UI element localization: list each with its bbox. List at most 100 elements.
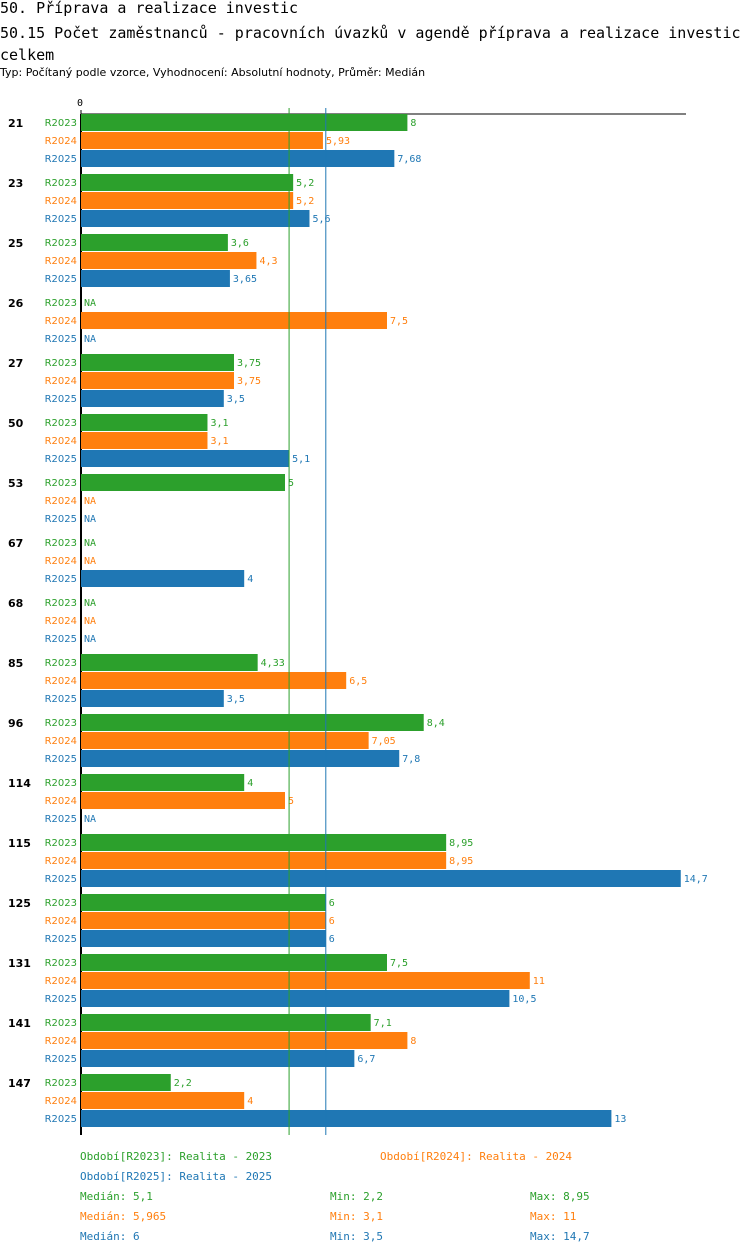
na-label-26-R2023: NA [84, 298, 96, 309]
value-label-115-R2024: 8,95 [449, 856, 473, 867]
value-label-27-R2024: 3,75 [237, 376, 261, 387]
category-label-26: 26 [8, 297, 24, 310]
stat-median-2024: Medián: 5,965 [80, 1210, 167, 1223]
category-label-115: 115 [8, 837, 31, 850]
bar-85-R2024 [81, 672, 347, 689]
value-label-50-R2025: 5,1 [292, 454, 310, 465]
value-label-50-R2023: 3,1 [210, 418, 228, 429]
series-label-115-R2023: R2023 [45, 838, 77, 849]
value-label-96-R2025: 7,8 [402, 754, 420, 765]
series-label-96-R2025: R2025 [45, 754, 77, 765]
bar-25-R2025 [81, 270, 230, 287]
bar-50-R2023 [81, 414, 208, 431]
na-label-114-R2025: NA [84, 814, 96, 825]
value-label-23-R2025: 5,6 [312, 214, 330, 225]
stat-min-2025: Min: 3,5 [330, 1230, 383, 1243]
chart-title: 50. Příprava a realizace investic [0, 0, 299, 17]
series-label-50-R2025: R2025 [45, 454, 77, 465]
na-label-67-R2023: NA [84, 538, 96, 549]
series-label-115-R2024: R2024 [45, 856, 77, 867]
stat-max-2023: Max: 8,95 [530, 1190, 590, 1203]
series-label-68-R2024: R2024 [45, 616, 77, 627]
value-label-27-R2025: 3,5 [227, 394, 245, 405]
series-label-27-R2024: R2024 [45, 376, 77, 387]
bar-96-R2024 [81, 732, 369, 749]
value-label-125-R2023: 6 [329, 898, 335, 909]
value-label-25-R2023: 3,6 [231, 238, 249, 249]
series-label-147-R2025: R2025 [45, 1114, 77, 1125]
series-label-85-R2025: R2025 [45, 694, 77, 705]
series-label-25-R2024: R2024 [45, 256, 77, 267]
bar-96-R2023 [81, 714, 424, 731]
bar-125-R2024 [81, 912, 326, 929]
chart-type-info: Typ: Počítaný podle vzorce, Vyhodnocení:… [0, 66, 426, 79]
value-label-27-R2023: 3,75 [237, 358, 261, 369]
value-label-147-R2025: 13 [614, 1114, 626, 1125]
value-label-25-R2025: 3,65 [233, 274, 257, 285]
value-label-115-R2025: 14,7 [684, 874, 708, 885]
series-label-53-R2023: R2023 [45, 478, 77, 489]
bar-27-R2023 [81, 354, 234, 371]
value-label-141-R2024: 8 [410, 1036, 416, 1047]
category-label-53: 53 [8, 477, 23, 490]
category-label-125: 125 [8, 897, 31, 910]
category-label-25: 25 [8, 237, 23, 250]
value-label-25-R2024: 4,3 [259, 256, 277, 267]
value-label-21-R2024: 5,93 [326, 136, 350, 147]
series-label-114-R2025: R2025 [45, 814, 77, 825]
category-label-147: 147 [8, 1077, 31, 1090]
series-label-53-R2024: R2024 [45, 496, 77, 507]
value-label-21-R2025: 7,68 [397, 154, 421, 165]
category-label-67: 67 [8, 537, 23, 550]
series-label-21-R2024: R2024 [45, 136, 77, 147]
bar-chart: 0 21 R2023 8 R2024 5,93 R2025 7,68 23 R2023 5,2 R20… [8, 98, 708, 1135]
series-label-27-R2025: R2025 [45, 394, 77, 405]
value-label-131-R2025: 10,5 [512, 994, 536, 1005]
bar-85-R2023 [81, 654, 258, 671]
category-label-68: 68 [8, 597, 23, 610]
stat-min-2024: Min: 3,1 [330, 1210, 383, 1223]
value-label-141-R2025: 6,7 [357, 1054, 375, 1065]
legend-period-2024: Období[R2024]: Realita - 2024 [380, 1150, 573, 1163]
na-label-26-R2025: NA [84, 334, 96, 345]
category-label-21: 21 [8, 117, 23, 130]
series-label-68-R2023: R2023 [45, 598, 77, 609]
series-label-147-R2023: R2023 [45, 1078, 77, 1089]
bar-21-R2024 [81, 132, 323, 149]
bar-50-R2025 [81, 450, 290, 467]
value-label-85-R2024: 6,5 [349, 676, 367, 687]
na-label-53-R2025: NA [84, 514, 96, 525]
value-label-96-R2024: 7,05 [372, 736, 396, 747]
category-label-23: 23 [8, 177, 23, 190]
series-label-26-R2024: R2024 [45, 316, 77, 327]
bar-25-R2023 [81, 234, 228, 251]
category-label-96: 96 [8, 717, 24, 730]
value-label-85-R2023: 4,33 [261, 658, 285, 669]
value-label-114-R2023: 4 [247, 778, 253, 789]
series-label-85-R2024: R2024 [45, 676, 77, 687]
value-label-125-R2024: 6 [329, 916, 335, 927]
value-label-125-R2025: 6 [329, 934, 335, 945]
na-label-68-R2023: NA [84, 598, 96, 609]
value-label-115-R2023: 8,95 [449, 838, 473, 849]
value-label-26-R2024: 7,5 [390, 316, 408, 327]
series-label-131-R2025: R2025 [45, 994, 77, 1005]
series-label-67-R2025: R2025 [45, 574, 77, 585]
bar-115-R2023 [81, 834, 447, 851]
na-label-67-R2024: NA [84, 556, 96, 567]
value-label-141-R2023: 7,1 [374, 1018, 392, 1029]
series-label-21-R2025: R2025 [45, 154, 77, 165]
series-label-131-R2023: R2023 [45, 958, 77, 969]
bar-141-R2024 [81, 1032, 408, 1049]
series-label-25-R2023: R2023 [45, 238, 77, 249]
bar-25-R2024 [81, 252, 257, 269]
bar-141-R2025 [81, 1050, 355, 1067]
bar-50-R2024 [81, 432, 208, 449]
value-label-53-R2023: 5 [288, 478, 294, 489]
series-label-114-R2023: R2023 [45, 778, 77, 789]
category-label-27: 27 [8, 357, 23, 370]
legend-period-2023: Období[R2023]: Realita - 2023 [80, 1150, 273, 1163]
value-label-67-R2025: 4 [247, 574, 253, 585]
bar-147-R2023 [81, 1074, 171, 1091]
series-label-68-R2025: R2025 [45, 634, 77, 645]
